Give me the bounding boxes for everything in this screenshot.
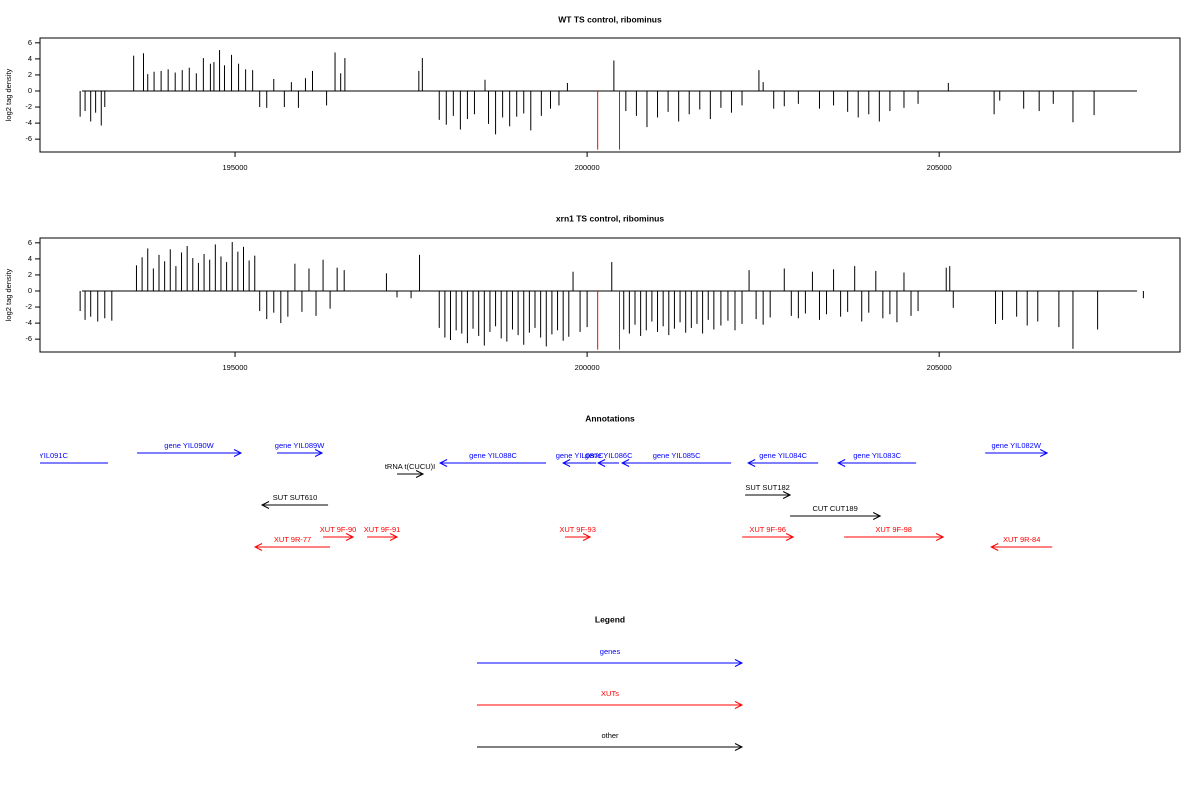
feature-label: XUT 9R-77 <box>274 535 311 544</box>
feature-arrow-head <box>389 533 399 541</box>
x-tick-label: 195000 <box>223 163 248 172</box>
feature-arrow-head <box>314 449 324 457</box>
feature-label: SUT SUT610 <box>273 493 317 502</box>
feature-arrow-head <box>438 459 448 467</box>
y-tick-label: 6 <box>28 38 32 47</box>
feature-label: XUT 9F-98 <box>875 525 912 534</box>
legend-arrow-head <box>734 743 744 751</box>
feature-arrow-head <box>233 449 243 457</box>
annotation-track: gene YIL091C gene YIL090W gene YIL089W tRNA… <box>20 441 1053 551</box>
feature-label: gene YIL089W <box>275 441 325 450</box>
feature-label: gene YIL083C <box>853 451 901 460</box>
feature-label: XUT 9F-91 <box>364 525 401 534</box>
y-tick-label: 2 <box>28 270 32 279</box>
feature-arrow-head <box>990 543 999 551</box>
x-tick-label: 205000 <box>927 363 952 372</box>
y-tick-label: -4 <box>25 318 32 327</box>
feature-label: XUT 9F-90 <box>320 525 357 534</box>
y-axis-label: log2 tag density <box>4 68 13 121</box>
y-tick-label: -4 <box>25 118 32 127</box>
feature-label: XUT 9F-93 <box>559 525 596 534</box>
feature-label: CUT CUT189 <box>812 504 857 513</box>
annotations-title: Annotations <box>585 413 635 423</box>
x-tick-label: 195000 <box>223 363 248 372</box>
legend-arrow-head <box>734 701 744 709</box>
y-tick-label: -6 <box>25 334 32 343</box>
y-tick-label: 6 <box>28 238 32 247</box>
feature-label: gene YIL091C <box>20 451 68 460</box>
feature-arrow-head <box>935 533 945 541</box>
feature-arrow-head <box>596 459 606 467</box>
feature-arrow-head <box>253 543 263 551</box>
feature-arrow-head <box>345 533 355 541</box>
feature-label: gene YIL087C <box>556 451 604 460</box>
feature-label: tRNA t(CUCU)I <box>385 462 435 471</box>
feature-arrow-head <box>620 459 630 467</box>
legend-arrow-head <box>734 659 744 667</box>
legend-title: Legend <box>595 614 625 624</box>
legend-label: other <box>601 731 619 740</box>
y-tick-label: 4 <box>28 54 32 63</box>
feature-label: gene YIL086C <box>585 451 633 460</box>
feature-arrow-head <box>260 501 270 509</box>
feature-label: gene YIL088C <box>469 451 517 460</box>
feature-label: gene YIL085C <box>653 451 701 460</box>
feature-arrow-head <box>582 533 592 541</box>
y-tick-label: 4 <box>28 254 32 263</box>
feature-arrow-head <box>561 459 571 467</box>
y-tick-label: -2 <box>25 102 32 111</box>
plot-frame <box>39 37 1181 153</box>
feature-label: XUT 9R-84 <box>1003 535 1040 544</box>
x-tick-label: 200000 <box>575 163 600 172</box>
y-tick-label: 2 <box>28 70 32 79</box>
feature-arrow-head <box>782 491 792 499</box>
feature-arrow-head <box>872 512 882 520</box>
feature-label: SUT SUT182 <box>745 483 789 492</box>
y-axis-label: log2 tag density <box>4 268 13 321</box>
chart-title: WT TS control, ribominus <box>558 14 662 24</box>
chart-title: xrn1 TS control, ribominus <box>556 213 664 223</box>
feature-arrow-head <box>785 533 795 541</box>
y-tick-label: 0 <box>28 86 32 95</box>
feature-arrow-head <box>747 459 756 467</box>
feature-arrow-head <box>1039 449 1049 457</box>
y-tick-label: -2 <box>25 302 32 311</box>
feature-label: gene YIL084C <box>759 451 807 460</box>
feature-label: XUT 9F-96 <box>749 525 786 534</box>
plot-frame <box>39 237 1181 353</box>
legend-label: XUTs <box>601 689 619 698</box>
feature-arrow-head <box>837 459 846 467</box>
y-tick-label: -6 <box>25 134 32 143</box>
feature-arrow-head <box>415 470 425 478</box>
y-tick-label: 0 <box>28 286 32 295</box>
legend-label: genes <box>600 647 621 656</box>
feature-label: gene YIL082W <box>991 441 1041 450</box>
x-tick-label: 205000 <box>927 163 952 172</box>
feature-label: gene YIL090W <box>164 441 214 450</box>
x-tick-label: 200000 <box>575 363 600 372</box>
